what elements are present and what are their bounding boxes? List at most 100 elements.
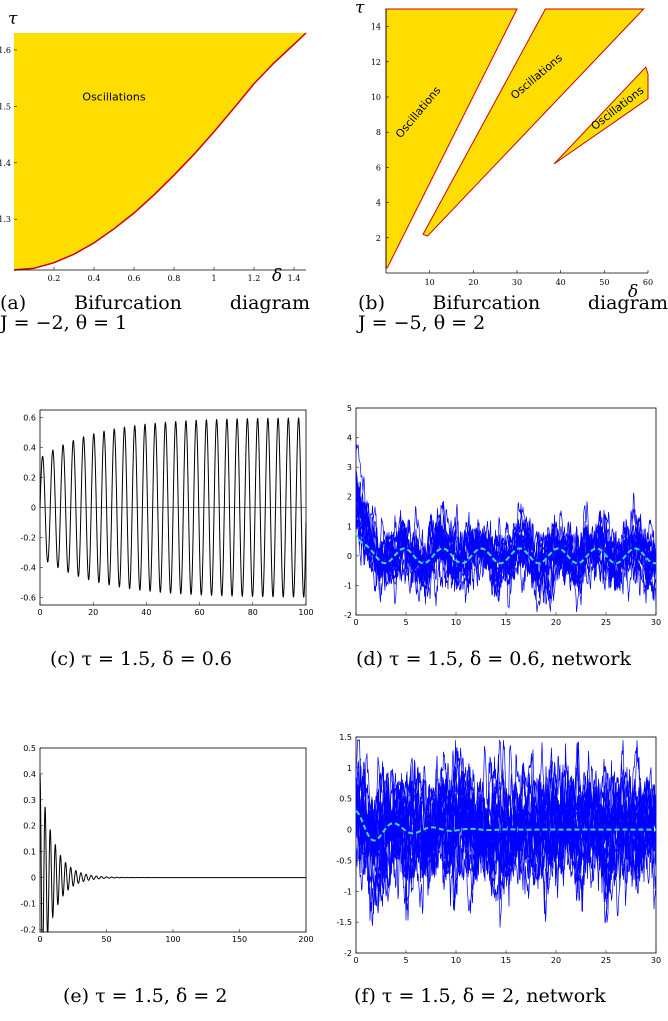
caption-a-part: diagram [229, 292, 310, 314]
x-tick-label: 50 [101, 935, 111, 944]
x-tick-label: 15 [501, 618, 511, 627]
y-tick-label: 0 [31, 504, 36, 513]
caption-c: (c) τ = 1.5, δ = 0.6 [50, 648, 232, 670]
oscillation-region [14, 33, 306, 270]
x-tick-label: 0 [353, 618, 358, 627]
panel-d: 0 5 10 15 20 25 30 -2 -1 0 1 2 3 4 5 (d) τ = 1.5, δ = … [334, 370, 668, 670]
x-tick-label: 100 [298, 608, 313, 617]
caption-a-line2: J = −2, θ = 1 [0, 312, 128, 334]
network-trace [355, 755, 657, 926]
y-tick-label: -0.1 [20, 899, 36, 908]
x-axis-label: δ [272, 266, 282, 286]
caption-b-part: Bifurcation [432, 292, 541, 314]
y-tick-label: -0.5 [336, 856, 352, 865]
y-tick-label: 4 [376, 199, 381, 208]
mean-trace [355, 531, 657, 565]
caption-a-part: Bifurcation [74, 292, 182, 314]
chart-b: 10 20 30 40 50 602468101214τδOscillationsOsci… [355, 0, 653, 302]
x-tick-label: 20 [551, 618, 561, 627]
x-tick-label: 25 [601, 956, 611, 965]
x-tick-label: 0 [37, 935, 42, 944]
chart-c: 0 20 40 60 80 100 -0.6 -0.4 -0.2 0 0.2 0.4 0.6 [20, 409, 314, 617]
y-tick-label: 4 [347, 434, 352, 443]
y-tick-label: -0.4 [20, 564, 36, 573]
x-tick-label: 20 [88, 608, 98, 617]
y-tick-label: 0 [31, 874, 36, 883]
x-tick-label: 0 [37, 608, 42, 617]
y-tick-label: -1.5 [336, 918, 352, 927]
y-tick-label: -0.2 [20, 925, 36, 934]
x-tick-label: 10 [451, 956, 461, 965]
x-tick-label: 0.6 [128, 274, 141, 283]
y-tick-label: -2 [344, 949, 352, 958]
x-tick-label: 15 [501, 956, 511, 965]
caption-f: (f) τ = 1.5, δ = 2, network [354, 985, 606, 1007]
x-tick-label: 0.4 [88, 274, 101, 283]
oscillations-label: Oscillations [82, 91, 145, 104]
x-tick-label: 1.2 [248, 274, 261, 283]
y-tick-label: 1.5 [339, 733, 352, 742]
x-tick-label: 1.4 [288, 274, 301, 283]
series-line [39, 773, 306, 933]
plot-frame [39, 747, 307, 933]
y-tick-label: 0.6 [23, 414, 36, 423]
y-tick-label: 1.5 [0, 102, 11, 111]
panel-e: 0 50 100 150 200 -0.2 -0.1 0 0.1 0.2 0.3 0.4 0.5 (e)… [0, 695, 334, 1021]
caption-a-part: (a) [0, 292, 27, 314]
y-tick-label: 1.6 [0, 46, 11, 55]
series-line [39, 417, 307, 598]
x-tick-label: 1 [211, 274, 216, 283]
x-tick-label: 20 [468, 278, 478, 287]
x-tick-label: 10 [425, 278, 435, 287]
y-tick-label: 5 [347, 404, 352, 413]
y-tick-label: 0.5 [339, 795, 352, 804]
network-trace [355, 742, 657, 921]
hopf-boundary-line [13, 32, 307, 271]
chart-f: 0 5 10 15 20 25 30 -2 -1.5 -1 -0.5 0 0.5 1 1.5 [336, 733, 661, 965]
y-tick-label: 3 [347, 463, 352, 472]
y-tick-label: 12 [371, 58, 381, 67]
y-tick-label: 1 [347, 764, 352, 773]
y-tick-label: 0.2 [23, 822, 36, 831]
caption-b-part: diagram [587, 292, 668, 314]
panel-a: 0.2 0.4 0.6 0.8 1 1.2 1.4 1.3 1.4 1.5 1.6 τ δ Oscilla… [0, 0, 330, 360]
x-tick-label: 30 [512, 278, 522, 287]
x-tick-label: 0.2 [48, 274, 61, 283]
y-tick-label: -2 [344, 611, 352, 620]
x-tick-label: 30 [651, 618, 661, 627]
network-trace [355, 745, 657, 901]
y-tick-label: 1.4 [0, 159, 11, 168]
y-tick-label: 14 [371, 23, 381, 32]
y-tick-label: 0.3 [23, 796, 36, 805]
caption-b-part: (b) [358, 292, 385, 314]
x-tick-label: 25 [601, 618, 611, 627]
x-tick-label: 150 [232, 935, 247, 944]
mean-trace [355, 810, 656, 842]
chart-e: 0 50 100 150 200 -0.2 -0.1 0 0.1 0.2 0.3 0.4 0.5 [20, 744, 313, 944]
chart-a: 0.2 0.4 0.6 0.8 1 1.2 1.4 1.3 1.4 1.5 1.6 τ δ Oscilla… [0, 9, 307, 286]
oscillation-region [553, 66, 649, 165]
caption-b-line1: (b) Bifurcation diagram [358, 292, 668, 314]
panel-b: 10 20 30 40 50 60 2 4 6 8 10 12 14 τ δ Oscillations Osci… [338, 0, 668, 360]
x-tick-label: 100 [165, 935, 180, 944]
y-axis-label: τ [355, 0, 365, 18]
x-tick-label: 80 [248, 608, 258, 617]
panel-f: 0 5 10 15 20 25 30 -2 -1.5 -1 -0.5 0 0.5 1 1.5 (f) τ =… [334, 695, 668, 1021]
y-tick-label: 0.1 [23, 848, 36, 857]
y-tick-label: 0.4 [23, 770, 36, 779]
x-tick-label: 60 [195, 608, 205, 617]
x-tick-label: 20 [551, 956, 561, 965]
x-tick-label: 5 [403, 956, 408, 965]
y-tick-label: -1 [344, 581, 352, 590]
y-tick-label: 0 [347, 826, 352, 835]
x-tick-label: 5 [403, 618, 408, 627]
x-tick-label: 30 [651, 956, 661, 965]
y-tick-label: -0.2 [20, 534, 36, 543]
caption-e: (e) τ = 1.5, δ = 2 [63, 985, 228, 1007]
y-tick-label: -1 [344, 887, 352, 896]
y-tick-label: 2 [376, 234, 381, 243]
x-tick-label: 200 [298, 935, 313, 944]
network-trace [355, 479, 657, 597]
y-tick-label: 0.4 [23, 444, 36, 453]
x-tick-label: 0.8 [168, 274, 181, 283]
